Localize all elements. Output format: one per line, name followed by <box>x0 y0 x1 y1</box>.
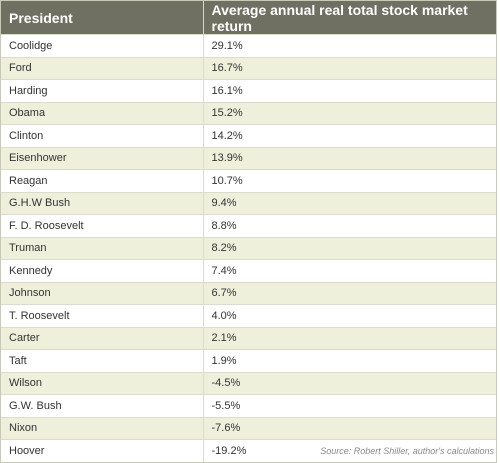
table-row: Obama 15.2% <box>1 101 496 125</box>
president-cell: Reagan <box>1 169 203 192</box>
table-row: Hoover -19.2% <box>1 439 496 462</box>
table-row: Ford 16.7% <box>1 56 496 80</box>
table-row: Coolidge 29.1% <box>1 34 496 57</box>
president-cell: Johnson <box>1 281 203 305</box>
president-column-header: President <box>1 1 203 35</box>
table-row: Carter 2.1% <box>1 326 496 350</box>
return-cell: 29.1% <box>202 34 496 57</box>
return-cell: 1.9% <box>202 349 496 372</box>
president-cell: Obama <box>1 101 203 125</box>
table-row: Kennedy 7.4% <box>1 259 496 282</box>
president-cell: Eisenhower <box>1 146 203 170</box>
table-row: G.W. Bush -5.5% <box>1 394 496 417</box>
return-cell: 14.2% <box>202 124 496 147</box>
return-cell: 15.2% <box>202 101 496 125</box>
table-row: F. D. Roosevelt 8.8% <box>1 214 496 237</box>
president-cell: Coolidge <box>1 34 203 57</box>
source-note: Source: Robert Shiller, author's calcula… <box>320 446 494 456</box>
return-cell: 16.7% <box>202 56 496 80</box>
table-row: Harding 16.1% <box>1 79 496 102</box>
president-cell: Hoover <box>1 439 203 462</box>
return-cell: 7.4% <box>202 259 496 282</box>
table-row: G.H.W Bush 9.4% <box>1 191 496 215</box>
return-cell: 6.7% <box>202 281 496 305</box>
president-cell: Kennedy <box>1 259 203 282</box>
president-cell: T. Roosevelt <box>1 304 203 327</box>
president-cell: G.H.W Bush <box>1 191 203 215</box>
return-cell: -5.5% <box>202 394 496 417</box>
table-row: Reagan 10.7% <box>1 169 496 192</box>
president-cell: G.W. Bush <box>1 394 203 417</box>
return-cell: 10.7% <box>202 169 496 192</box>
table-row: Truman 8.2% <box>1 236 496 260</box>
return-cell: -4.5% <box>202 371 496 395</box>
return-cell: 16.1% <box>202 79 496 102</box>
return-column-header: Average annual real total stock market r… <box>202 1 496 35</box>
president-cell: Truman <box>1 236 203 260</box>
return-cell: 8.8% <box>202 214 496 237</box>
table-row: Clinton 14.2% <box>1 124 496 147</box>
table-row: Eisenhower 13.9% <box>1 146 496 170</box>
president-cell: Nixon <box>1 416 203 440</box>
table-row: Johnson 6.7% <box>1 281 496 305</box>
table-row: Nixon -7.6% <box>1 416 496 440</box>
return-cell: 13.9% <box>202 146 496 170</box>
president-cell: Carter <box>1 326 203 350</box>
table-body: Coolidge 29.1% Ford 16.7% Harding 16.1% Oba… <box>1 34 496 462</box>
president-cell: Wilson <box>1 371 203 395</box>
header-row: President Average annual real total stoc… <box>1 1 496 35</box>
table-header: President Average annual real total stoc… <box>1 1 496 35</box>
president-cell: F. D. Roosevelt <box>1 214 203 237</box>
return-cell: -19.2% <box>202 439 496 462</box>
return-cell: -7.6% <box>202 416 496 440</box>
return-cell: 4.0% <box>202 304 496 327</box>
president-cell: Harding <box>1 79 203 102</box>
table-row: Wilson -4.5% <box>1 371 496 395</box>
president-cell: Ford <box>1 56 203 80</box>
president-cell: Taft <box>1 349 203 372</box>
return-cell: 2.1% <box>202 326 496 350</box>
return-cell: 8.2% <box>202 236 496 260</box>
return-cell: 9.4% <box>202 191 496 215</box>
table-row: Taft 1.9% <box>1 349 496 372</box>
president-cell: Clinton <box>1 124 203 147</box>
table-row: T. Roosevelt 4.0% <box>1 304 496 327</box>
